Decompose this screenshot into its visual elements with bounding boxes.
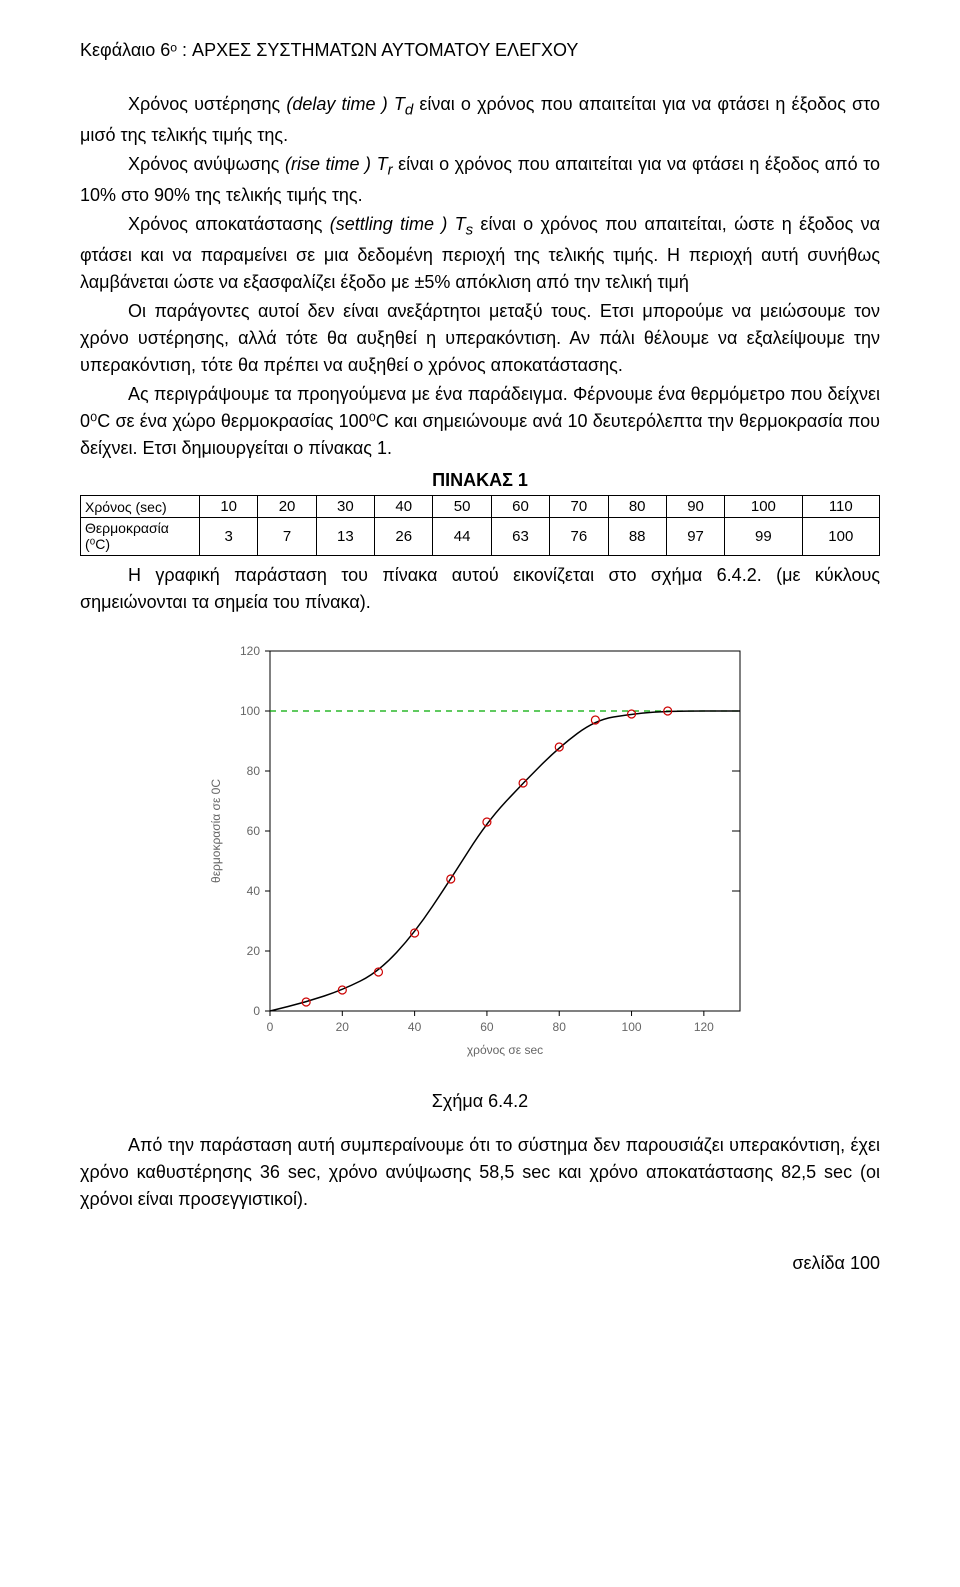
chapter-header: Κεφάλαιο 6ᵒ : ΑΡΧΕΣ ΣΥΣΤΗΜΑΤΩΝ ΑΥΤΟΜΑΤΟΥ… bbox=[80, 40, 880, 61]
chart-container: 0 20 40 60 80 100 120 0 20 40 60 80 100 120 χρόνος σε … bbox=[80, 636, 880, 1066]
svg-text:40: 40 bbox=[247, 884, 261, 898]
paragraph-figure-ref: Η γραφική παράσταση του πίνακα αυτού εικ… bbox=[80, 562, 880, 616]
cell: 88 bbox=[608, 518, 666, 556]
svg-text:80: 80 bbox=[553, 1020, 567, 1034]
svg-text:60: 60 bbox=[480, 1020, 494, 1034]
cell: 20 bbox=[258, 496, 316, 518]
text: Χρόνος υστέρησης bbox=[128, 94, 286, 114]
cell: 100 bbox=[725, 496, 802, 518]
svg-text:20: 20 bbox=[336, 1020, 350, 1034]
table-row-temp: Θερμοκρασία (⁰C) 3 7 13 26 44 63 76 88 9… bbox=[81, 518, 880, 556]
text: Χρόνος ανύψωσης bbox=[128, 154, 285, 174]
svg-text:θερμοκρασία σε 0C: θερμοκρασία σε 0C bbox=[209, 779, 223, 883]
row-label: Θερμοκρασία (⁰C) bbox=[81, 518, 200, 556]
table-row-time: Χρόνος (sec) 10 20 30 40 50 60 70 80 90 … bbox=[81, 496, 880, 518]
cell: 26 bbox=[375, 518, 433, 556]
term: (settling time ) Ts bbox=[330, 214, 473, 234]
cell: 13 bbox=[316, 518, 374, 556]
svg-text:40: 40 bbox=[408, 1020, 422, 1034]
figure-caption: Σχήμα 6.4.2 bbox=[80, 1091, 880, 1112]
cell: 10 bbox=[200, 496, 258, 518]
svg-text:χρόνος σε sec: χρόνος σε sec bbox=[467, 1043, 543, 1057]
cell: 30 bbox=[316, 496, 374, 518]
cell: 99 bbox=[725, 518, 802, 556]
term: (delay time ) Td bbox=[286, 94, 413, 114]
paragraph-rise-time: Χρόνος ανύψωσης (rise time ) Tr είναι ο … bbox=[80, 151, 880, 209]
paragraph-settling-time: Χρόνος αποκατάστασης (settling time ) Ts… bbox=[80, 211, 880, 296]
page: Κεφάλαιο 6ᵒ : ΑΡΧΕΣ ΣΥΣΤΗΜΑΤΩΝ ΑΥΤΟΜΑΤΟΥ… bbox=[0, 0, 960, 1334]
term: (rise time ) Tr bbox=[285, 154, 393, 174]
svg-text:80: 80 bbox=[247, 764, 261, 778]
svg-text:60: 60 bbox=[247, 824, 261, 838]
svg-text:100: 100 bbox=[240, 704, 260, 718]
data-table: Χρόνος (sec) 10 20 30 40 50 60 70 80 90 … bbox=[80, 495, 880, 556]
cell: 40 bbox=[375, 496, 433, 518]
cell: 100 bbox=[802, 518, 879, 556]
svg-text:120: 120 bbox=[694, 1020, 714, 1034]
paragraph-factors: Οι παράγοντες αυτοί δεν είναι ανεξάρτητο… bbox=[80, 298, 880, 379]
paragraph-delay-time: Χρόνος υστέρησης (delay time ) Td είναι … bbox=[80, 91, 880, 149]
svg-text:0: 0 bbox=[267, 1020, 274, 1034]
cell: 50 bbox=[433, 496, 491, 518]
text: Χρόνος αποκατάστασης bbox=[128, 214, 330, 234]
cell: 70 bbox=[550, 496, 608, 518]
page-footer: σελίδα 100 bbox=[80, 1253, 880, 1274]
paragraph-conclusion: Από την παράσταση αυτή συμπεραίνουμε ότι… bbox=[80, 1132, 880, 1213]
cell: 80 bbox=[608, 496, 666, 518]
cell: 97 bbox=[666, 518, 724, 556]
cell: 110 bbox=[802, 496, 879, 518]
table-title: ΠΙΝΑΚΑΣ 1 bbox=[80, 470, 880, 491]
cell: 60 bbox=[491, 496, 549, 518]
svg-text:100: 100 bbox=[622, 1020, 642, 1034]
cell: 63 bbox=[491, 518, 549, 556]
cell: 76 bbox=[550, 518, 608, 556]
svg-text:120: 120 bbox=[240, 644, 260, 658]
cell: 3 bbox=[200, 518, 258, 556]
svg-text:20: 20 bbox=[247, 944, 261, 958]
cell: 44 bbox=[433, 518, 491, 556]
cell: 90 bbox=[666, 496, 724, 518]
paragraph-example: Ας περιγράψουμε τα προηγούμενα με ένα πα… bbox=[80, 381, 880, 462]
response-chart: 0 20 40 60 80 100 120 0 20 40 60 80 100 120 χρόνος σε … bbox=[200, 636, 760, 1066]
row-label: Χρόνος (sec) bbox=[81, 496, 200, 518]
svg-text:0: 0 bbox=[253, 1004, 260, 1018]
cell: 7 bbox=[258, 518, 316, 556]
